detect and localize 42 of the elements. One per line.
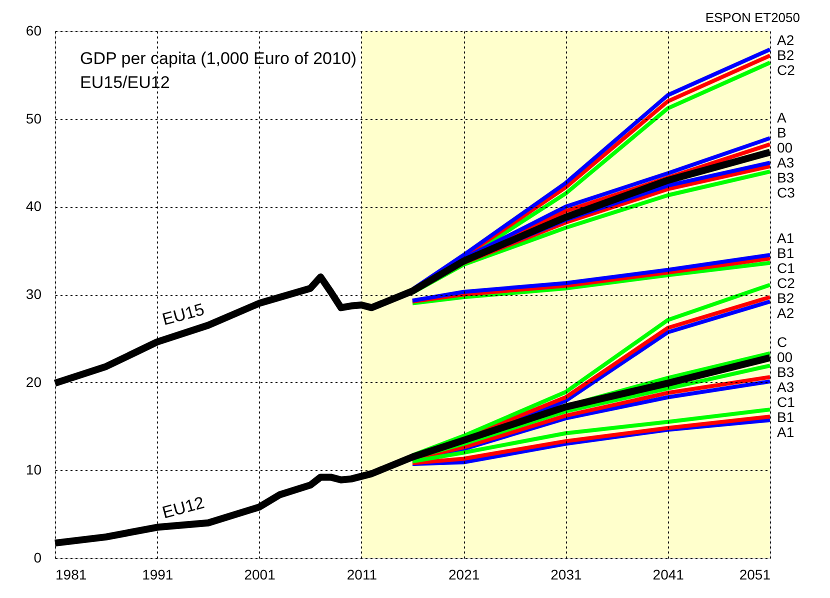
series-label: A3 — [777, 378, 794, 395]
series-label: C2 — [777, 62, 796, 78]
series-label: C2 — [777, 275, 796, 292]
series-label: 00 — [777, 139, 793, 156]
series-label: B — [777, 124, 786, 140]
y-tick-label: 30 — [26, 286, 42, 302]
x-tick-label: 1981 — [56, 566, 87, 582]
annotation: EU12 — [160, 493, 206, 522]
x-tick-label: 2031 — [550, 566, 582, 582]
series-label: B1 — [777, 408, 794, 425]
series-label: B3 — [777, 364, 794, 380]
series-label: 00 — [777, 348, 793, 365]
y-tick-label: 0 — [34, 550, 42, 566]
series-label: A2 — [777, 305, 794, 322]
series-label: A — [777, 109, 787, 126]
x-tick-label: 2051 — [739, 566, 771, 582]
text: ESPON ET2050 — [705, 10, 800, 25]
y-tick-label: 20 — [26, 374, 42, 390]
text: EU15/EU12 — [80, 73, 170, 92]
x-tick-label: 2011 — [346, 566, 378, 582]
series-label: B3 — [777, 169, 794, 186]
series-label: A1 — [777, 424, 794, 440]
x-tick-label: 1991 — [142, 566, 174, 582]
series-label: B2 — [777, 290, 794, 306]
y-tick-label: 40 — [26, 198, 42, 214]
series-label: C3 — [777, 184, 796, 200]
series-label: A3 — [777, 154, 794, 170]
text: GDP per capita (1,000 Euro of 2010) — [80, 49, 357, 68]
series-label: C1 — [777, 260, 796, 276]
y-tick-label: 10 — [26, 462, 42, 478]
series-label: A1 — [777, 230, 794, 246]
x-tick-label: 2021 — [448, 566, 480, 582]
x-tick-label: 2041 — [652, 566, 684, 582]
y-tick-label: 60 — [26, 22, 42, 38]
series-label: C — [777, 334, 788, 350]
annotation: EU15 — [160, 300, 206, 330]
series-label: A2 — [777, 32, 794, 48]
y-tick-label: 50 — [26, 110, 42, 126]
x-tick-label: 2001 — [244, 566, 276, 582]
series-label: B1 — [777, 245, 794, 262]
series-label: B2 — [777, 46, 794, 63]
series-label: C1 — [777, 394, 796, 410]
